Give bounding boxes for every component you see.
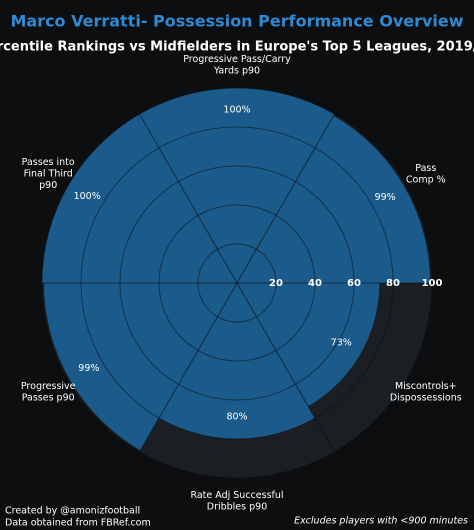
wedge xyxy=(237,283,380,407)
footer-credit: Created by @amonizfootball xyxy=(5,506,140,517)
r-tick-label: 20 xyxy=(269,278,283,289)
value-label: 80% xyxy=(226,412,247,423)
category-label: Passes p90 xyxy=(22,392,75,403)
wedge xyxy=(139,87,335,283)
category-label: Progressive Pass/Carry xyxy=(183,54,291,65)
wedge xyxy=(43,283,238,451)
category-label: Rate Adj Successful xyxy=(190,490,283,501)
wedge-divider xyxy=(236,113,335,284)
r-tick-label: 80 xyxy=(386,278,400,289)
category-label: Passes into xyxy=(22,157,75,168)
chart-title: Marco Verratti- Possession Performance O… xyxy=(10,12,463,31)
footer-note: Excludes players with <900 minutes xyxy=(294,516,468,527)
category-label: Dribbles p90 xyxy=(207,501,268,512)
r-tick-label: 60 xyxy=(347,278,361,289)
value-label: 73% xyxy=(331,338,352,349)
wedge xyxy=(42,114,237,283)
category-label: Comp % xyxy=(406,174,446,185)
value-label: 100% xyxy=(223,105,250,116)
wedge-divider xyxy=(236,282,335,453)
category-label: Final Third xyxy=(24,169,73,180)
r-tick-label: 100 xyxy=(422,278,443,289)
footer-source: Data obtained from FBRef.com xyxy=(5,518,151,529)
category-label: Pass xyxy=(415,163,436,174)
wedge-divider xyxy=(139,282,238,453)
value-label: 100% xyxy=(74,191,101,202)
category-label: Miscontrols+ xyxy=(395,381,457,392)
r-tick-label: 40 xyxy=(308,278,322,289)
chart-subtitle: Percentile Rankings vs Midfielders in Eu… xyxy=(0,40,474,55)
category-label: Progressive xyxy=(21,381,76,392)
category-label: p90 xyxy=(39,180,57,191)
category-label: Yards p90 xyxy=(213,65,260,76)
wedge-divider xyxy=(139,113,238,284)
wedge xyxy=(237,115,431,283)
category-label: Dispossessions xyxy=(390,392,462,403)
value-label: 99% xyxy=(375,192,396,203)
value-label: 99% xyxy=(78,363,99,374)
